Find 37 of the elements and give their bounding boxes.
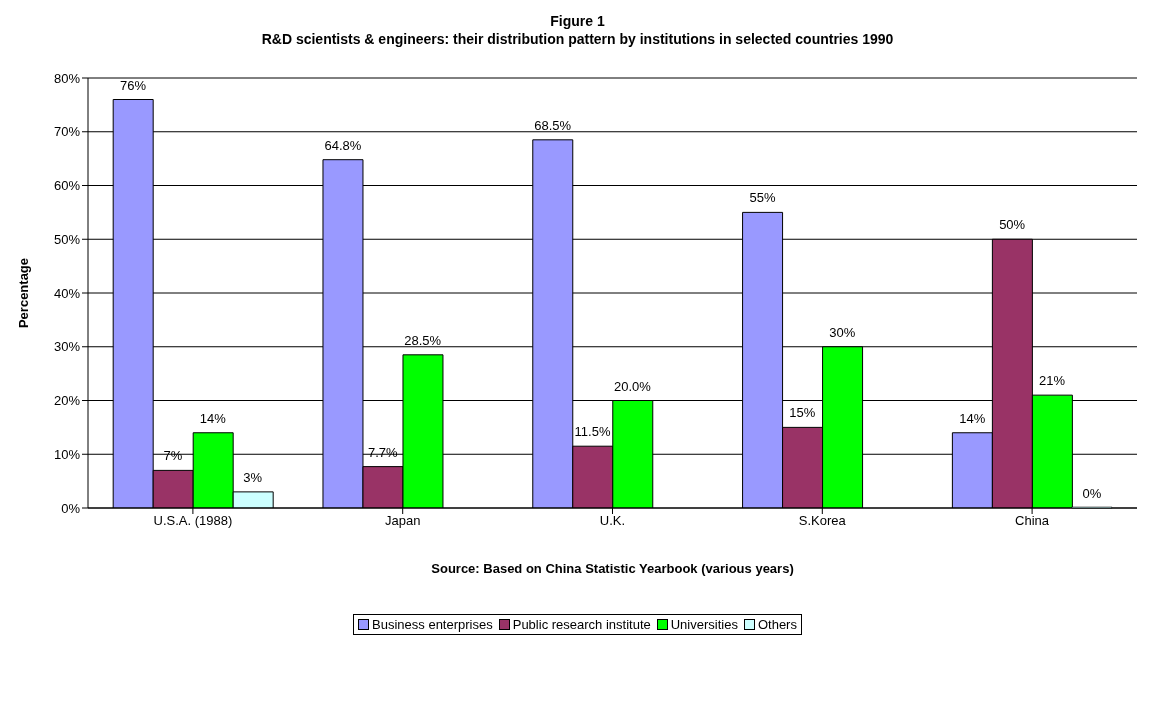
data-label: 20.0% xyxy=(613,378,652,394)
y-tick-label: 10% xyxy=(53,446,81,462)
data-label: 14% xyxy=(199,410,227,426)
y-tick-label: 80% xyxy=(53,70,81,86)
data-label: 68.5% xyxy=(534,117,572,133)
chart-subtitle: R&D scientists & engineers: their distribution pattern by institutions in selected countries 1990 xyxy=(260,30,895,48)
data-label: 21% xyxy=(1039,373,1066,389)
data-label: 14% xyxy=(959,410,986,426)
y-tick-label: 50% xyxy=(53,231,81,247)
y-tick-label: 0% xyxy=(61,500,81,516)
x-tick-label: China xyxy=(1015,513,1050,529)
x-tick-label: Japan xyxy=(384,513,421,529)
y-tick-label: 70% xyxy=(53,124,81,140)
x-tick-label: S.Korea xyxy=(798,513,847,529)
y-tick-label: 30% xyxy=(53,339,81,355)
legend-label: Universities xyxy=(669,617,738,632)
data-label: 30% xyxy=(829,324,856,340)
data-label: 64.8% xyxy=(324,137,362,153)
data-label: 11.5% xyxy=(574,424,611,440)
source-note: Source: Based on China Statistic Yearbook (various years) xyxy=(431,561,794,576)
data-label: 50% xyxy=(999,217,1026,233)
data-label: 3% xyxy=(243,469,263,485)
data-label: 0% xyxy=(1082,486,1102,501)
y-axis-title: Percentage xyxy=(15,257,31,329)
y-tick-label: 60% xyxy=(53,178,81,194)
chart-title: Figure 1 xyxy=(549,12,606,30)
x-tick-label: U.S.A. (1988) xyxy=(153,513,233,529)
legend-label: Business enterprises xyxy=(371,617,493,632)
y-tick-label: 40% xyxy=(53,285,81,301)
legend-label: Others xyxy=(756,617,797,632)
data-label: 28.5% xyxy=(404,332,442,348)
data-label: 55% xyxy=(749,190,776,206)
y-tick-label: 20% xyxy=(53,393,81,409)
data-label: 15% xyxy=(789,405,816,421)
data-label: 76% xyxy=(120,77,147,93)
legend-label: Public research institute xyxy=(511,617,651,632)
x-tick-label: U.K. xyxy=(599,513,626,529)
